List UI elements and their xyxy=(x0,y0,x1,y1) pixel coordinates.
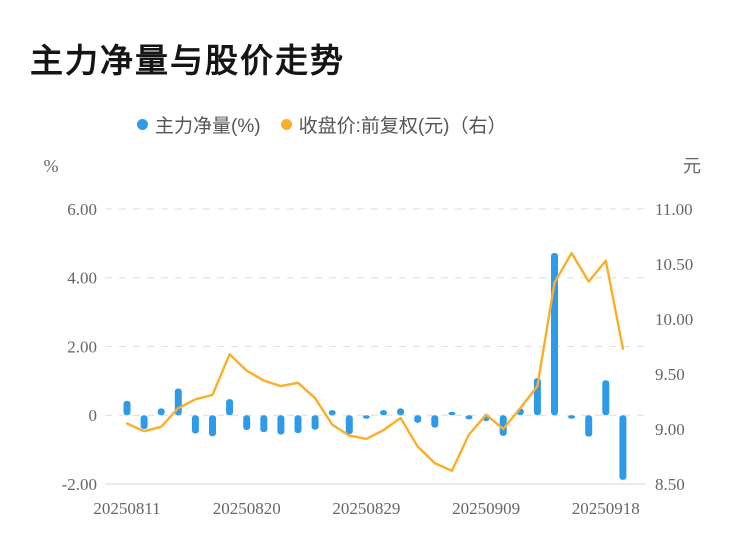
y-left-tick: -2.00 xyxy=(62,475,97,494)
bar-20250813 xyxy=(157,408,165,416)
bar-20250818 xyxy=(209,415,216,437)
bar-20250901 xyxy=(380,410,387,416)
y-left-tick: 2.00 xyxy=(67,337,97,356)
bar-20250811 xyxy=(123,400,131,416)
price-line xyxy=(125,251,625,472)
bar-20250904 xyxy=(431,415,439,428)
bar-20250910 xyxy=(499,415,507,436)
y-right-tick: 9.50 xyxy=(655,365,685,384)
x-tick-label: 20250829 xyxy=(332,499,400,518)
bar-20250916 xyxy=(568,415,576,419)
y-left-tick: 4.00 xyxy=(67,269,97,288)
bar-20250826 xyxy=(311,415,319,430)
bar-20250902 xyxy=(397,408,405,416)
x-tick-label: 20250811 xyxy=(93,499,160,518)
bar-20250829 xyxy=(362,415,370,419)
bar-20250905 xyxy=(448,411,456,416)
x-tick-label: 20250820 xyxy=(213,499,281,518)
bar-20250821 xyxy=(260,415,268,433)
bar-20250903 xyxy=(414,415,422,423)
right-axis-unit: 元 xyxy=(683,156,701,176)
y-left-tick: 6.00 xyxy=(67,200,97,219)
y-left-tick: 0 xyxy=(89,406,98,425)
legend-item-0[interactable]: 主力净量(%) xyxy=(137,111,261,138)
bar-20250819 xyxy=(226,399,234,416)
y-right-tick: 10.00 xyxy=(655,310,693,329)
legend-item-1[interactable]: 收盘价:前复权(元)（右） xyxy=(280,111,507,138)
bar-20250822 xyxy=(277,415,285,435)
legend-label: 主力净量(%) xyxy=(155,116,261,137)
y-right-tick: 10.50 xyxy=(655,255,693,274)
bar-20250828 xyxy=(345,415,353,435)
bar-20250908 xyxy=(465,415,473,420)
y-right-tick: 8.50 xyxy=(655,475,685,494)
y-right-tick: 9.00 xyxy=(655,420,685,439)
bar-20250815 xyxy=(191,415,199,434)
bar-20250919 xyxy=(619,415,627,480)
legend: 主力净量(%) 收盘价:前复权(元)（右） xyxy=(137,111,507,138)
legend-dot-icon xyxy=(137,119,148,130)
legend-dot-icon xyxy=(280,119,292,130)
x-tick-label: 20250918 xyxy=(572,499,640,518)
bar-20250917 xyxy=(585,415,593,437)
bar-20250825 xyxy=(294,415,302,434)
left-axis-unit: % xyxy=(44,156,59,176)
legend-label: 收盘价:前复权(元)（右） xyxy=(298,116,507,137)
bar-20250827 xyxy=(328,410,336,416)
bar-20250812 xyxy=(140,415,148,429)
x-tick-label: 20250909 xyxy=(452,499,520,518)
bar-20250820 xyxy=(243,415,251,431)
y-right-tick: 11.00 xyxy=(655,200,693,219)
chart-title: 主力净量与股价走势 xyxy=(30,42,345,79)
bar-20250918 xyxy=(602,380,610,416)
